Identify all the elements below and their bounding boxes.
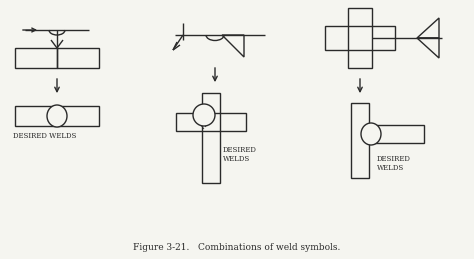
- Text: DESIRED
WELDS: DESIRED WELDS: [377, 155, 411, 172]
- Bar: [15, 48, 57, 68]
- Ellipse shape: [361, 123, 381, 145]
- Bar: [176, 113, 246, 131]
- Bar: [351, 103, 369, 178]
- Bar: [348, 8, 372, 68]
- Text: DESIRED
WELDS: DESIRED WELDS: [223, 146, 257, 163]
- Ellipse shape: [193, 104, 215, 126]
- Bar: [369, 125, 424, 143]
- Bar: [202, 93, 220, 183]
- Bar: [325, 26, 395, 50]
- Text: DESIRED WELDS: DESIRED WELDS: [13, 132, 76, 140]
- Bar: [15, 106, 57, 126]
- Ellipse shape: [47, 105, 67, 127]
- Bar: [57, 48, 99, 68]
- Text: Figure 3-21.   Combinations of weld symbols.: Figure 3-21. Combinations of weld symbol…: [133, 243, 341, 253]
- Bar: [57, 106, 99, 126]
